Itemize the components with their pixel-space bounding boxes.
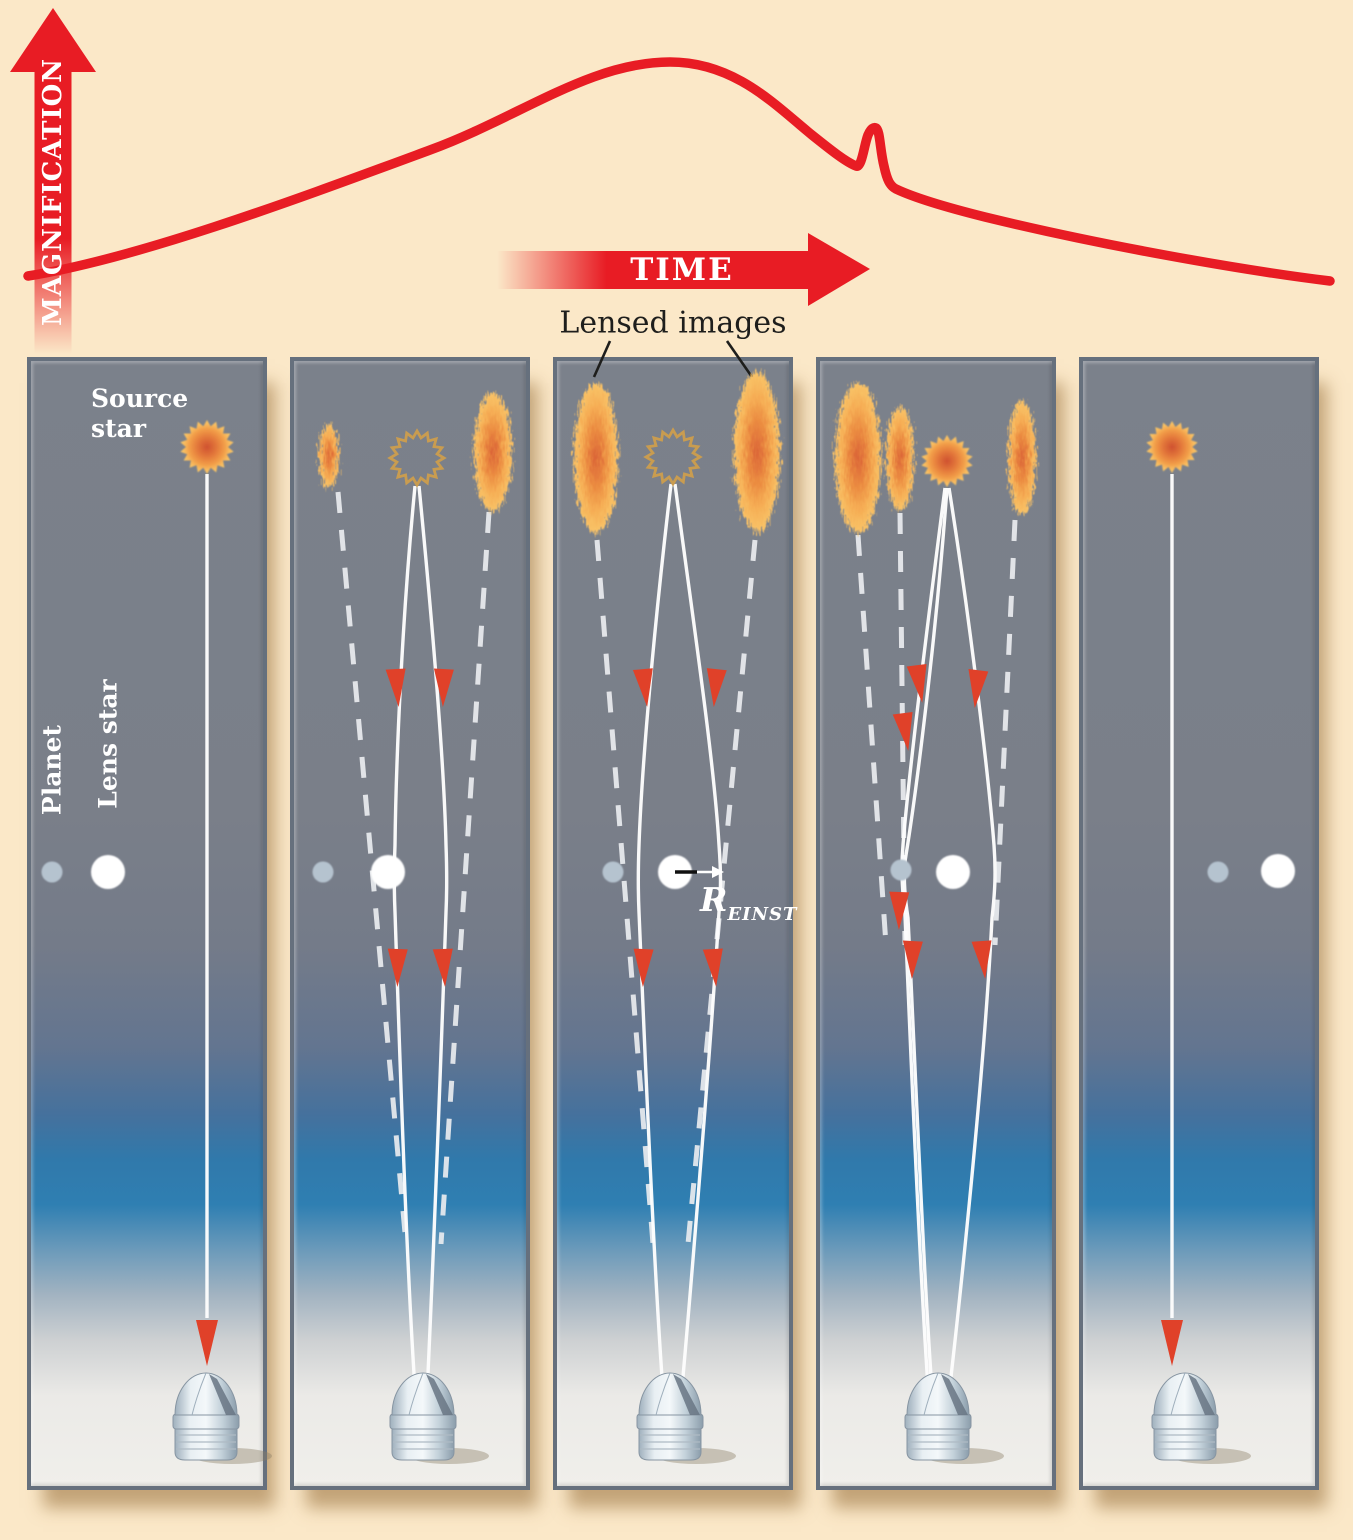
magnification-arrow-body bbox=[34, 66, 72, 354]
time-axis-arrow bbox=[497, 233, 870, 306]
magnification-arrow-head bbox=[10, 8, 96, 72]
lensed-images-label: Lensed images bbox=[559, 305, 787, 341]
sky-panel-4 bbox=[816, 357, 1056, 1490]
magnification-axis-label: MAGNIFICATION bbox=[38, 57, 68, 327]
light-curve bbox=[23, 57, 1335, 286]
sky-panel-1 bbox=[27, 357, 267, 1490]
time-arrow-head bbox=[808, 233, 870, 306]
time-axis-label: TIME bbox=[630, 252, 734, 288]
time-arrow-body bbox=[497, 251, 810, 289]
sky-panel-3 bbox=[553, 357, 793, 1490]
sky-panel-2 bbox=[290, 357, 530, 1490]
magnification-axis-arrow bbox=[10, 8, 96, 354]
sky-panel-5 bbox=[1079, 357, 1319, 1490]
